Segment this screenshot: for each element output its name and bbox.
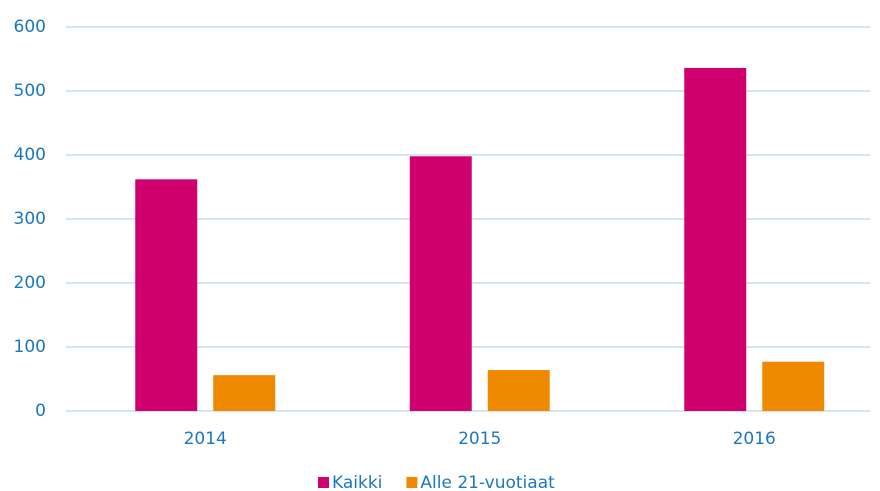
bar [487,370,550,411]
bar [409,156,472,411]
legend-label: Kaikki [332,473,382,491]
bar [684,67,747,412]
legend-swatch [318,477,329,488]
x-tick-label: 2016 [733,429,776,449]
bar [135,179,198,411]
bar [213,375,276,411]
x-tick-label: 2015 [458,429,501,449]
y-tick-label: 500 [14,81,46,101]
y-tick-label: 100 [14,337,46,357]
y-tick-label: 400 [14,145,46,165]
y-tick-label: 0 [35,401,46,421]
bar [762,361,825,411]
legend-swatch [406,477,418,488]
x-tick-label: 2014 [184,429,227,449]
y-tick-label: 600 [14,17,46,37]
y-tick-label: 300 [14,209,46,229]
y-tick-label: 200 [14,273,46,293]
legend-label: Alle 21-vuotiaat [420,473,555,491]
